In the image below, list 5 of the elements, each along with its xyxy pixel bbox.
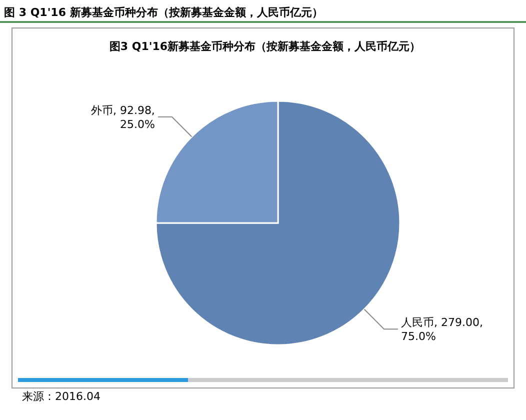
slice-label: 人民币, 279.00, 75.0%: [401, 316, 484, 344]
chart-subtitle: 图3 Q1'16新募基金币种分布（按新募基金金额，人民币亿元）: [109, 40, 421, 53]
source-note: 来源：2016.04: [22, 390, 100, 403]
slice-label: 外币, 92.98, 25.0%: [90, 104, 155, 131]
chart-title: 图 3 Q1'16 新募基金币种分布（按新募基金金额，人民币亿元）: [4, 6, 323, 19]
